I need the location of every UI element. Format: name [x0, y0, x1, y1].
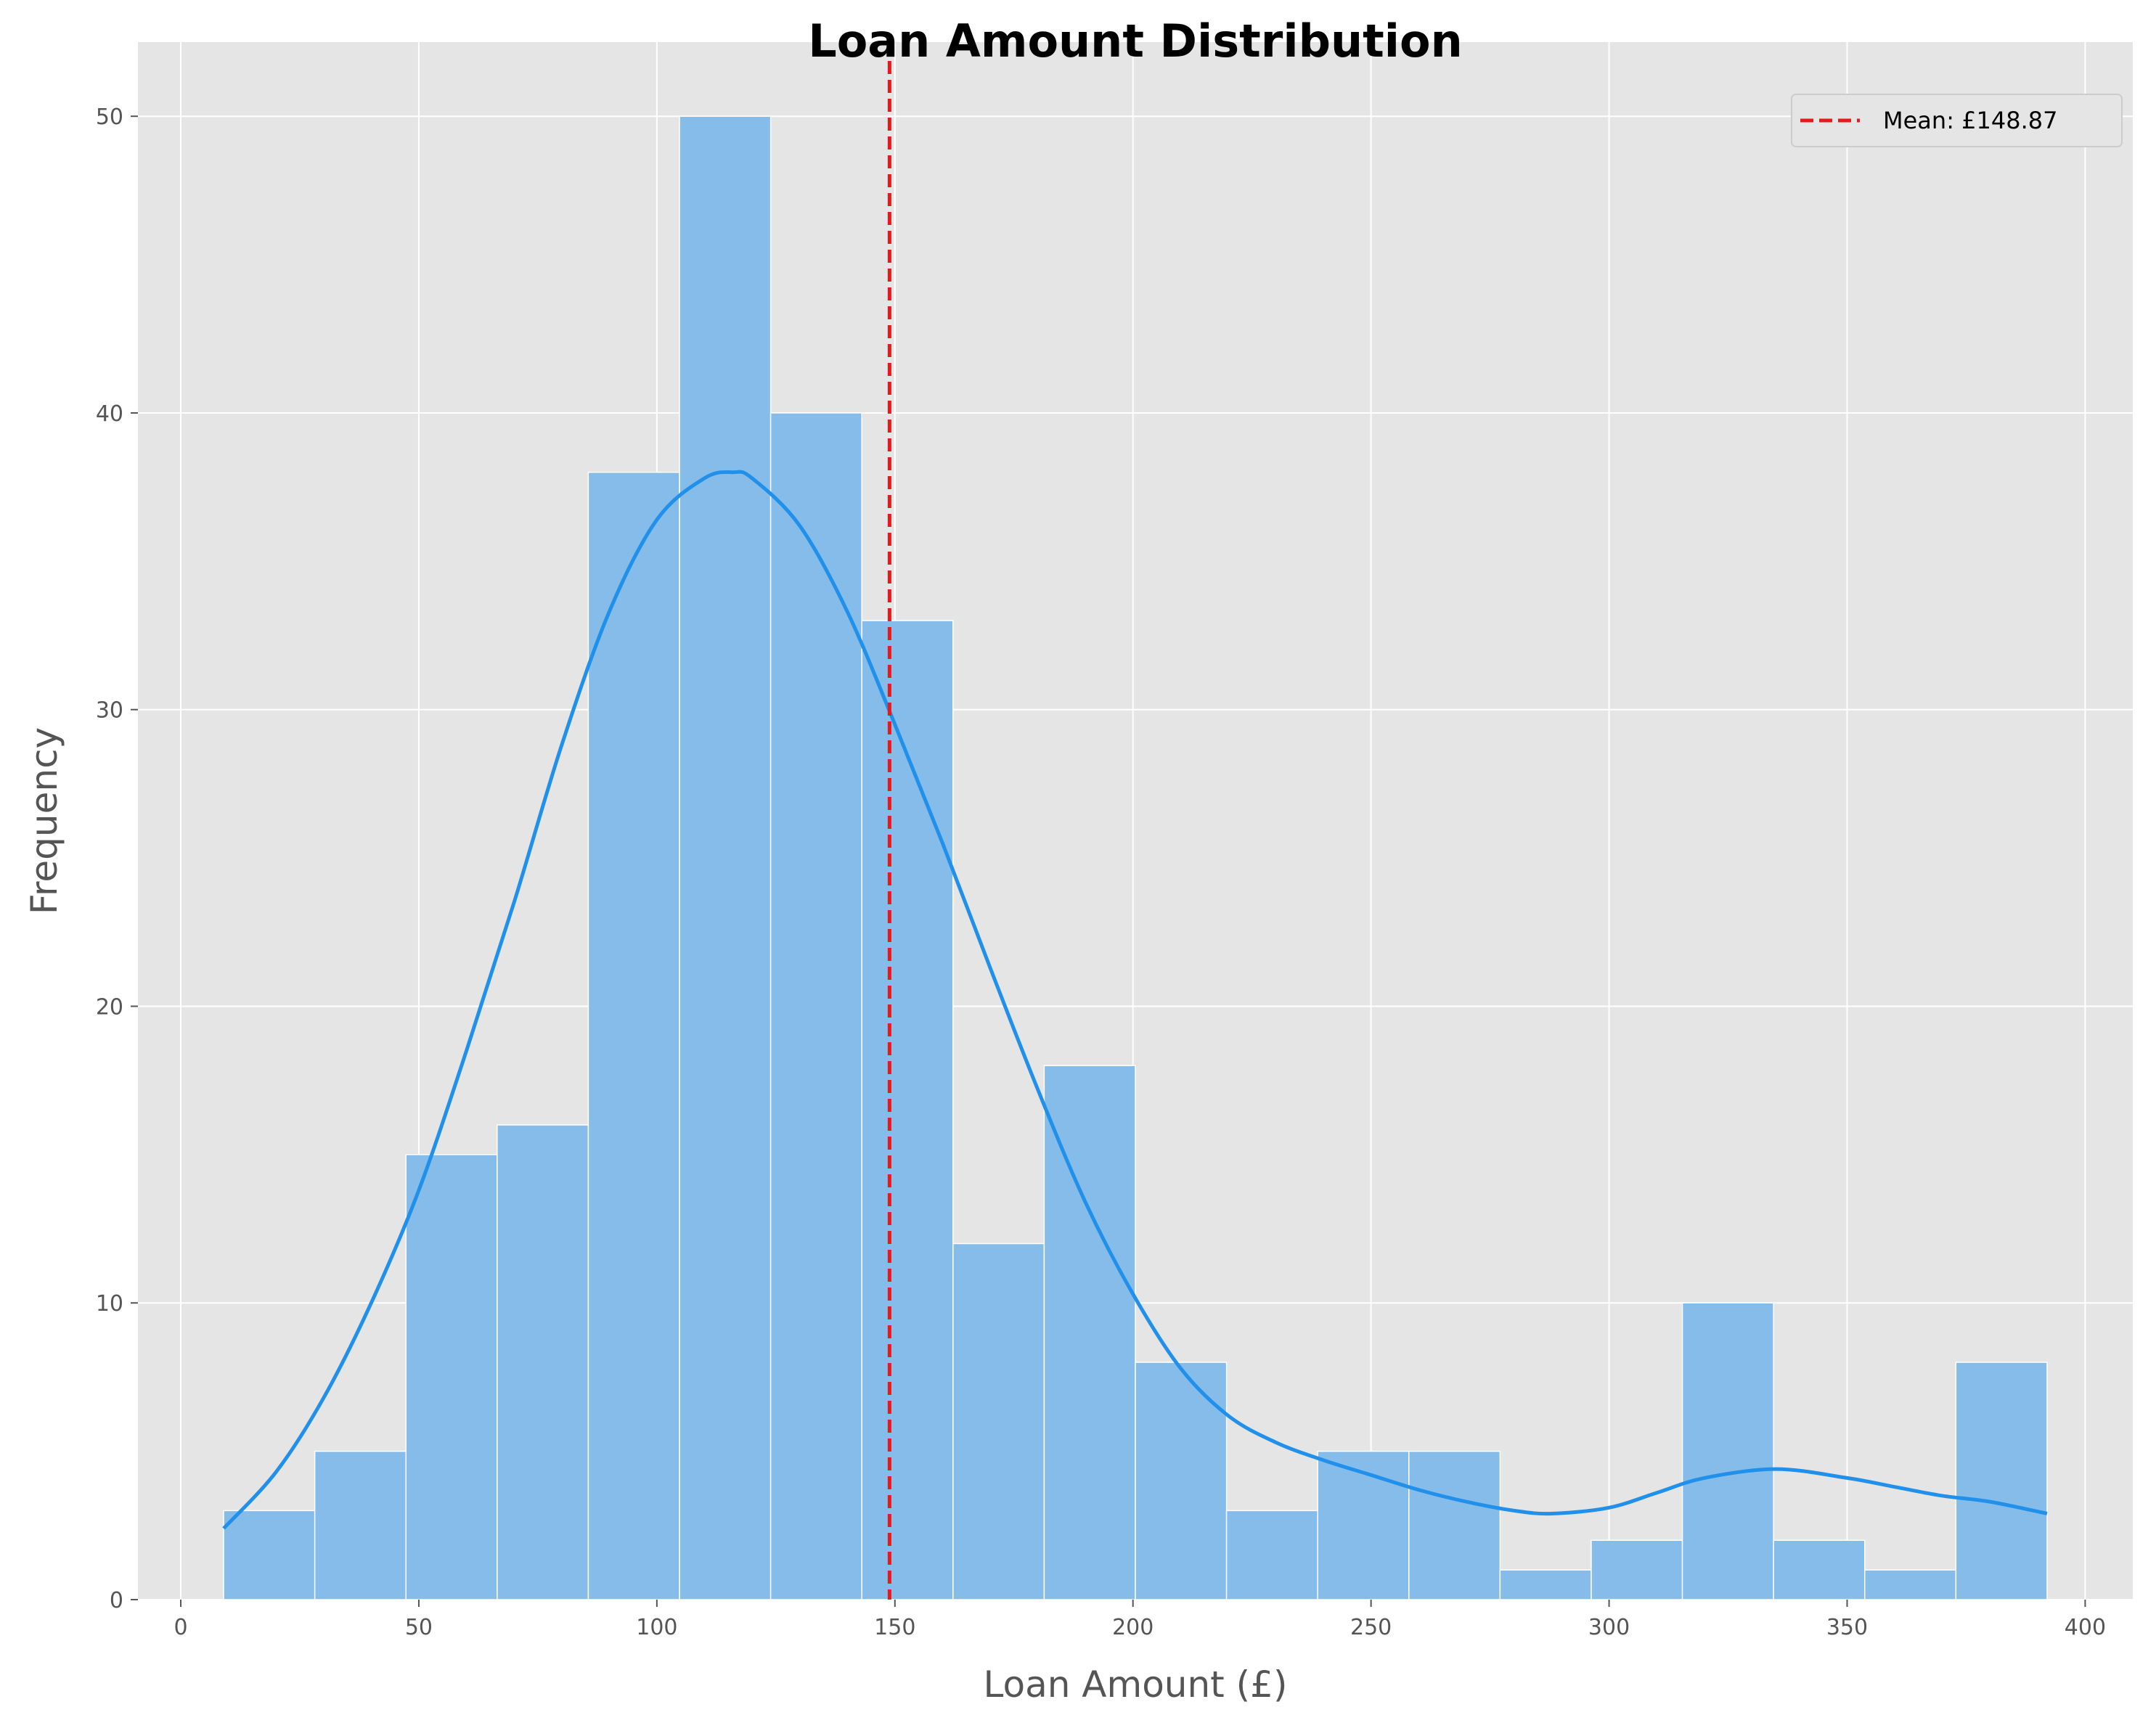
y-tick-label: 30: [96, 698, 123, 724]
histogram-bar: [1499, 1569, 1592, 1600]
histogram-bar: [1864, 1569, 1957, 1600]
histogram-bar: [1681, 1302, 1774, 1600]
y-tick-label: 0: [110, 1588, 123, 1613]
axis-ticks: 0 50 100 150 200 250 300 350 400 0 10 20 30 40 50: [96, 105, 2106, 1640]
x-tick-label: 350: [1826, 1615, 1868, 1640]
histogram-bar: [1408, 1450, 1501, 1600]
histogram-bar: [1043, 1065, 1136, 1600]
x-tick-label: 300: [1588, 1615, 1630, 1640]
legend-box: [1791, 94, 2123, 147]
legend: Mean: £148.87: [1791, 94, 2123, 147]
histogram-bar: [1591, 1539, 1683, 1600]
histogram-bar: [952, 1243, 1045, 1600]
x-tick-label: 200: [1112, 1615, 1153, 1640]
histogram-bar: [1955, 1362, 2048, 1600]
histogram-bar: [769, 412, 862, 1600]
y-tick-label: 50: [96, 105, 123, 130]
x-tick-label: 400: [2065, 1615, 2106, 1640]
histogram-bar: [1135, 1362, 1228, 1600]
x-tick-label: 0: [173, 1615, 187, 1640]
histogram-bar: [1225, 1510, 1318, 1600]
y-axis-label: Frequency: [23, 727, 65, 914]
histogram-bar: [497, 1124, 589, 1600]
histogram-bars: [223, 115, 2048, 1600]
x-tick-label: 250: [1350, 1615, 1392, 1640]
x-tick-label: 100: [636, 1615, 677, 1640]
histogram-bar: [223, 1510, 316, 1600]
histogram-bar: [1317, 1450, 1410, 1600]
x-tick-label: 150: [874, 1615, 915, 1640]
kde-curve-group: [222, 470, 2048, 1530]
legend-mean-label: Mean: £148.87: [1883, 107, 2057, 134]
histogram-bar: [314, 1450, 407, 1600]
y-tick-label: 20: [96, 994, 123, 1020]
y-tick-label: 10: [96, 1291, 123, 1317]
histogram-bar: [1773, 1539, 1866, 1600]
histogram-bar: [679, 115, 772, 1600]
kde-curve: [222, 470, 2048, 1530]
chart-title: Loan Amount Distribution: [808, 15, 1463, 67]
histogram-bar: [587, 471, 680, 1600]
y-tick-label: 40: [96, 401, 123, 427]
x-axis-label: Loan Amount (£): [984, 1663, 1288, 1706]
histogram-bar: [405, 1154, 498, 1600]
x-tick-label: 50: [405, 1615, 433, 1640]
histogram-bar: [861, 620, 954, 1600]
